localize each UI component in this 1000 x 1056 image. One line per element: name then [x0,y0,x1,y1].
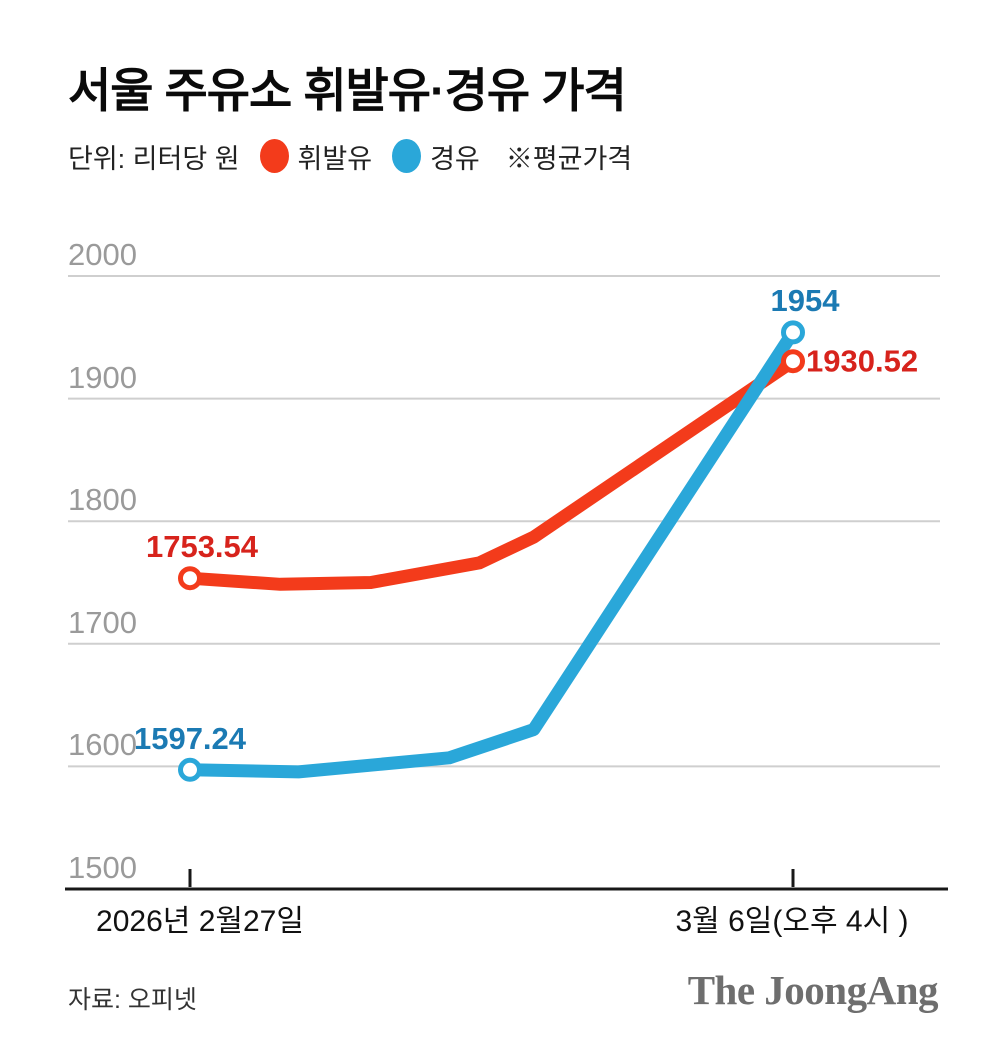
legend-label-gasoline: 휘발유 [297,143,373,174]
y-axis-label: 1700 [68,604,137,640]
legend: 단위: 리터당 원 휘발유 경유 ※평균가격 [68,136,632,176]
gasoline-dot-icon [259,139,289,173]
end-value-label-0: 1930.52 [806,343,919,379]
y-axis-label: 1600 [68,727,137,763]
y-axis-label: 1800 [68,482,137,518]
average-price-note: ※평균가격 [505,143,633,174]
legend-label-diesel: 경유 [430,143,480,174]
series-line-0 [189,355,797,591]
point-marker [781,320,805,345]
page-title: 서울 주유소 휘발유·경유 가격 [68,64,627,117]
point-marker [178,566,202,591]
end-value-label-1: 1954 [770,283,840,319]
y-axis-label: 2000 [68,237,137,272]
x-axis-label-end: 3월 6일(오후 4시 ) [675,905,909,938]
unit-label: 단위: 리터당 원 [68,143,240,174]
diesel-dot-icon [392,139,422,173]
point-marker [781,349,805,374]
point-marker [178,757,202,782]
start-value-label-0: 1753.54 [145,529,259,565]
series-line-1 [189,328,799,779]
y-axis-label: 1900 [68,359,137,395]
source-note: 자료: 오피넷 [68,986,197,1014]
joongang-logo: The JoongAng [687,967,939,1013]
start-value-label-1: 1597.24 [133,720,247,756]
y-axis-label: 1500 [68,850,137,885]
x-axis-label-start: 2026년 2월27일 [96,905,304,938]
